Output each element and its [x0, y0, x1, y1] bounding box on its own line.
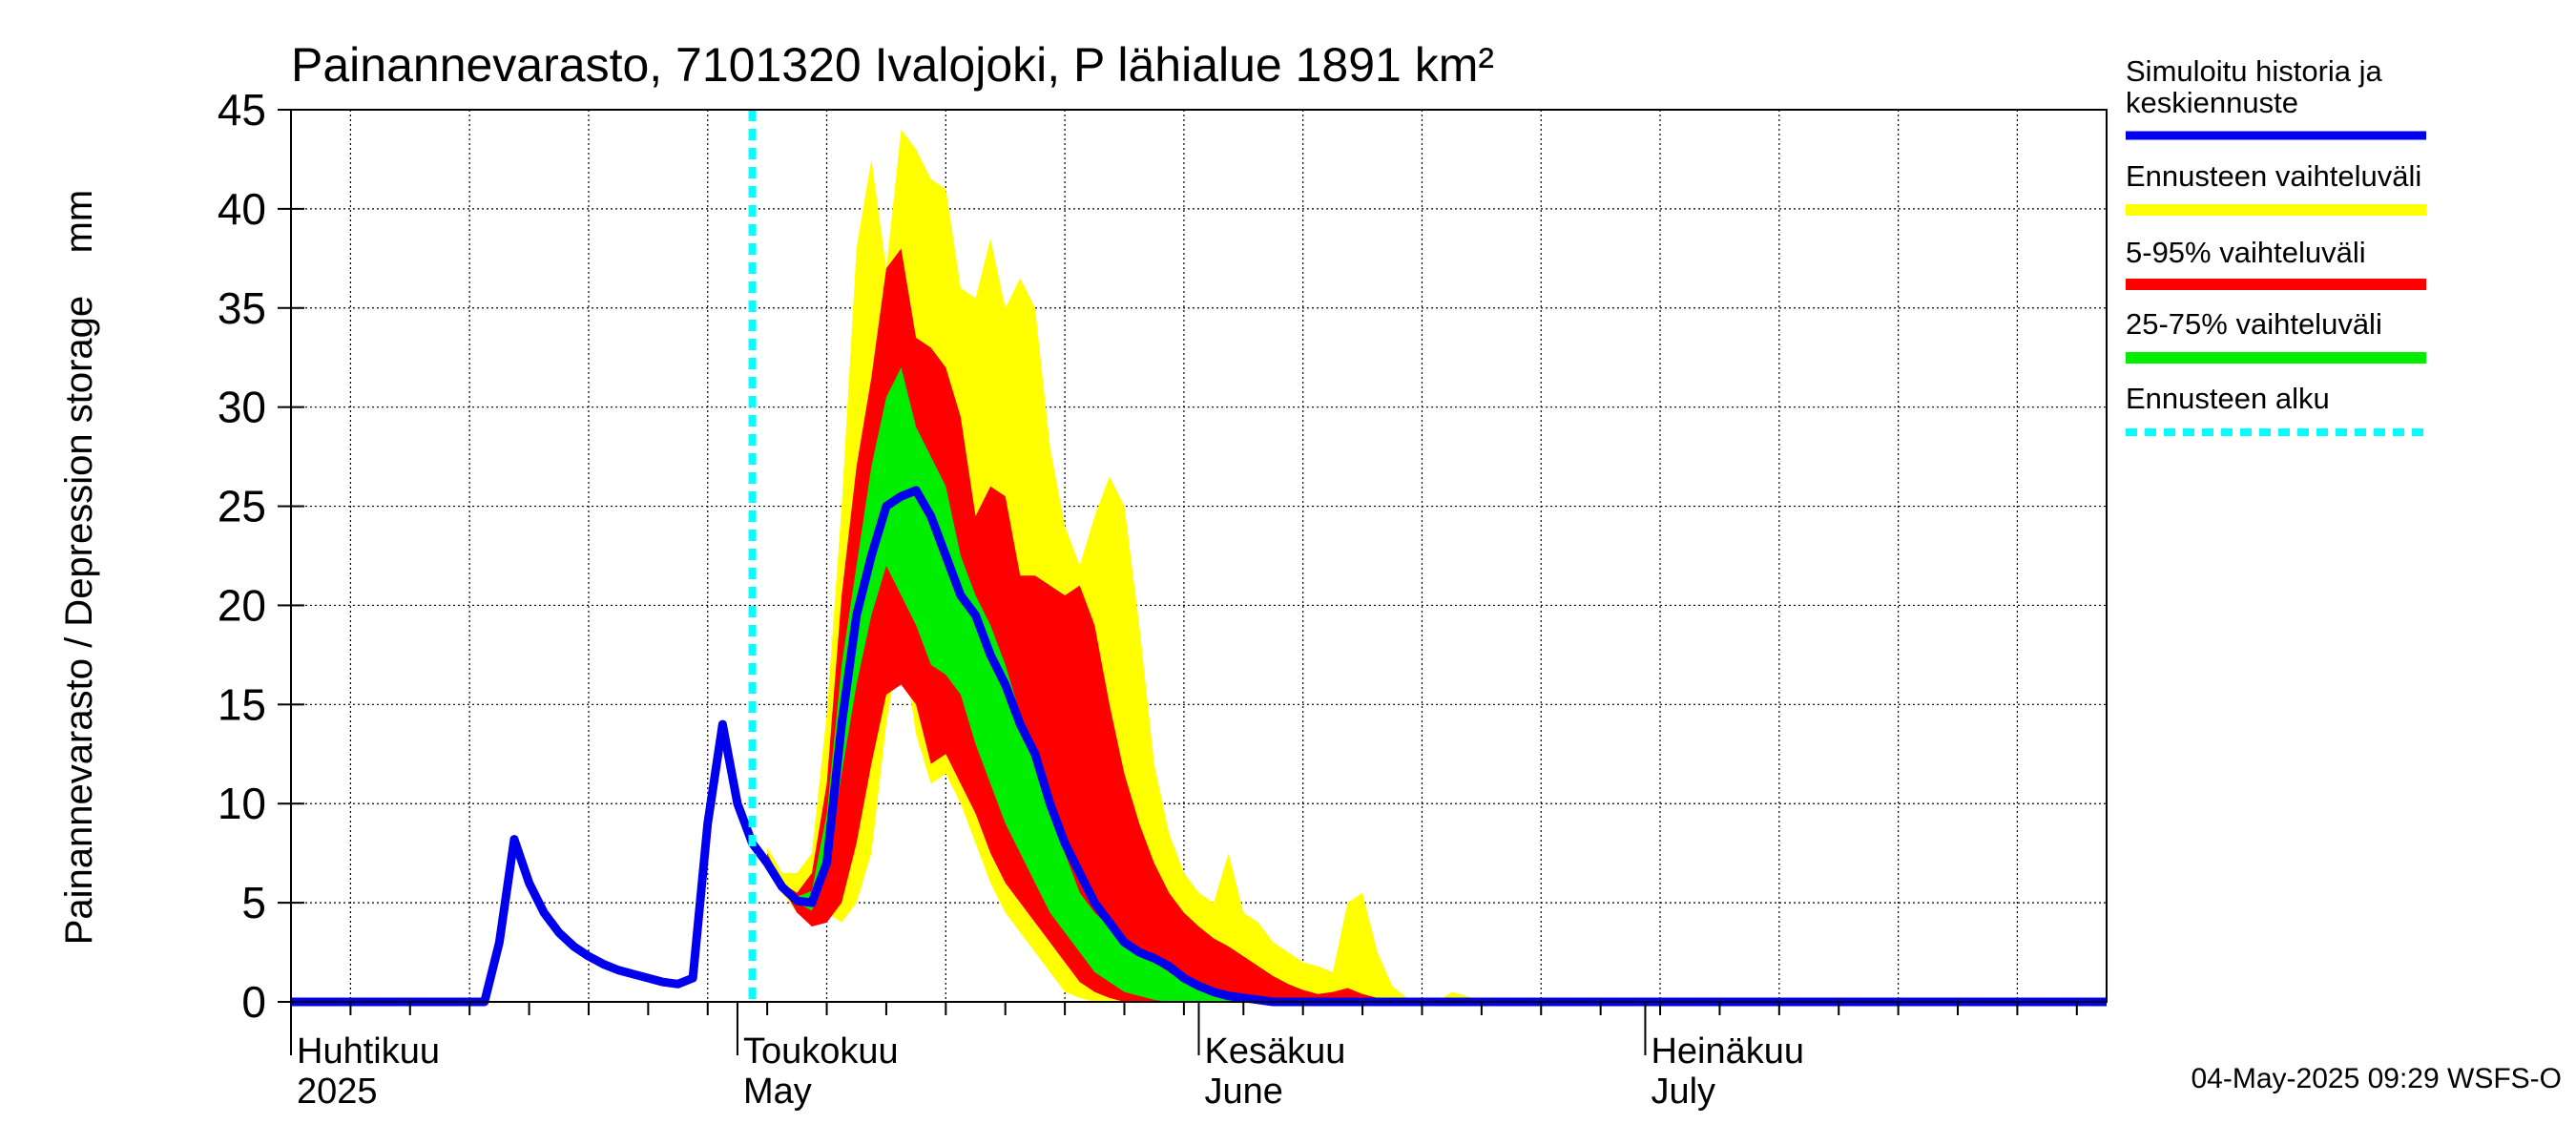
series-line-mean	[291, 486, 2107, 1007]
month-label-fi: Toukokuu	[743, 1031, 899, 1072]
y-tick-label: 30	[218, 383, 266, 432]
timestamp-footer: 04-May-2025 09:29 WSFS-O	[2192, 1063, 2563, 1094]
legend-label-line2: keskiennuste	[2126, 86, 2298, 119]
axes: 0 5 10 15 20 25 30 35 40 45	[218, 85, 2108, 1055]
plot-area	[291, 110, 2107, 1002]
month-label-fi: Heinäkuu	[1651, 1031, 1804, 1072]
legend-item: Ennusteen alku	[2126, 382, 2426, 436]
legend-label: Ennusteen vaihteluväli	[2126, 159, 2421, 193]
month-label-fi: Kesäkuu	[1205, 1031, 1346, 1072]
legend-label: Ennusteen alku	[2126, 382, 2330, 415]
chart-title: Painannevarasto, 7101320 Ivalojoki, P lä…	[291, 38, 1494, 92]
y-tick-label: 20	[218, 580, 266, 630]
grid	[291, 109, 2107, 1002]
legend-item: 25-75% vaihteluväli	[2126, 307, 2426, 364]
month-label-en: June	[1205, 1072, 1283, 1112]
band-5-95	[767, 248, 1393, 1002]
legend-label: Simuloitu historia ja	[2126, 54, 2383, 88]
series-lines	[291, 110, 2107, 1007]
legend-label: 5-95% vaihteluväli	[2126, 236, 2366, 269]
y-tick-label: 15	[218, 679, 266, 729]
legend-item: 5-95% vaihteluväli	[2126, 236, 2426, 290]
y-tick-label: 25	[218, 482, 266, 531]
band-forecast-range	[767, 129, 1482, 1002]
y-tick-label: 5	[241, 878, 266, 927]
y-tick-label: 40	[218, 184, 266, 234]
y-tick-label: 0	[241, 977, 266, 1027]
month-label-fi: Huhtikuu	[297, 1031, 440, 1072]
y-tick-label: 45	[218, 85, 266, 135]
legend-label: 25-75% vaihteluväli	[2126, 307, 2382, 341]
y-tick-label: 35	[218, 283, 266, 333]
month-label-en: July	[1651, 1072, 1715, 1112]
y-tick-label: 10	[218, 779, 266, 828]
legend-item: Ennusteen vaihteluväli	[2126, 159, 2426, 216]
month-label-en: May	[743, 1072, 812, 1112]
y-axis-label: Painannevarasto / Depression storage mm	[58, 190, 100, 946]
month-label-en: 2025	[297, 1072, 378, 1112]
